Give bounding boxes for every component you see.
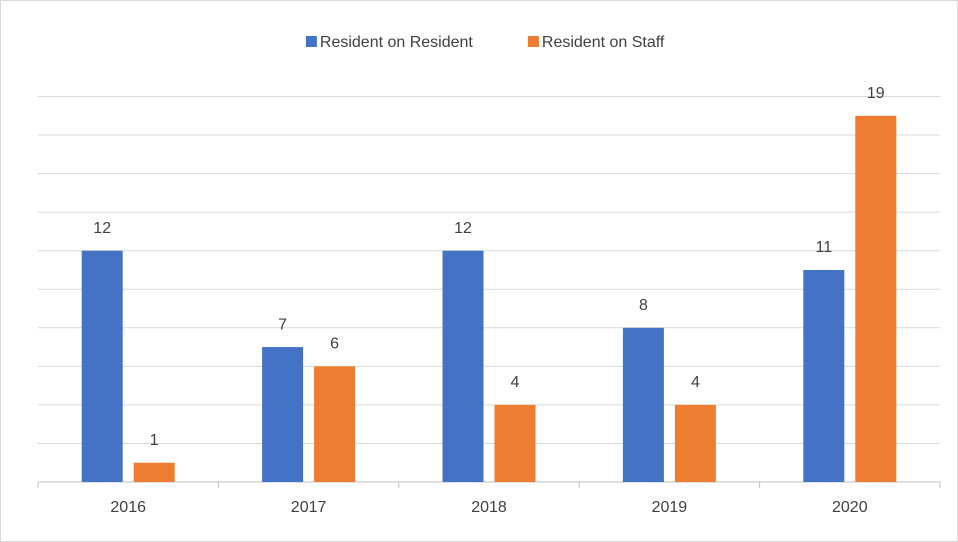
x-tick-label: 2017	[291, 499, 327, 516]
legend-label: Resident on Resident	[320, 34, 474, 51]
bar	[674, 404, 716, 482]
x-tick-label: 2020	[832, 499, 868, 516]
bar	[494, 404, 536, 482]
data-label: 8	[639, 297, 648, 314]
bar	[803, 269, 845, 482]
bar	[262, 347, 304, 482]
data-label: 11	[815, 239, 832, 256]
data-label: 6	[330, 336, 339, 353]
bar	[81, 250, 123, 482]
data-label: 7	[278, 316, 287, 333]
x-tick-label: 2016	[110, 499, 146, 516]
legend-label: Resident on Staff	[542, 34, 665, 51]
data-label: 12	[454, 220, 472, 237]
bar	[442, 250, 484, 482]
data-label: 4	[691, 374, 700, 391]
bar	[133, 462, 175, 482]
bar	[855, 115, 897, 483]
legend-swatch	[305, 36, 317, 47]
x-tick-label: 2019	[652, 499, 688, 516]
data-label: 19	[867, 85, 885, 102]
bar	[314, 366, 356, 482]
data-label: 12	[93, 220, 111, 237]
x-tick-label: 2018	[471, 499, 507, 516]
legend-swatch	[527, 36, 539, 47]
bar	[622, 327, 664, 482]
data-label: 4	[511, 374, 520, 391]
data-label: 1	[150, 432, 159, 449]
